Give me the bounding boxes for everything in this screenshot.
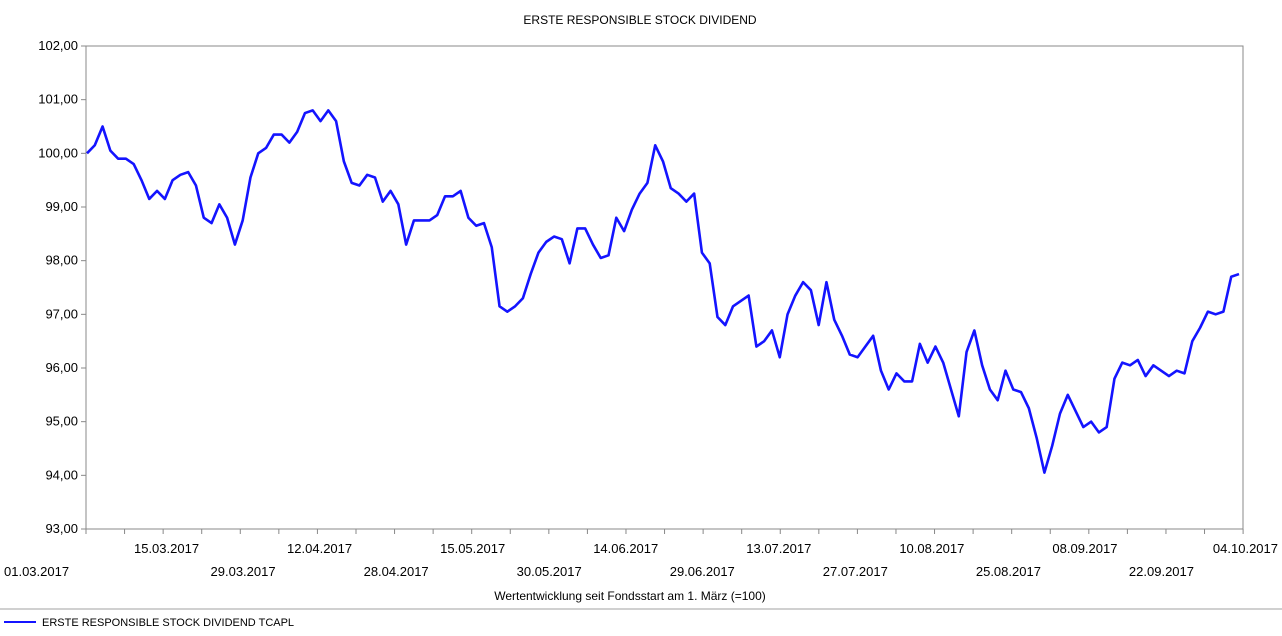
- y-axis: 93,00 94,00 95,00 96,00 97,00 98,00 99,00 100,0…: [38, 38, 86, 536]
- y-tick-label: 100,00: [38, 145, 78, 160]
- x-tick-label: 30.05.2017: [517, 564, 582, 579]
- x-tick-label: 08.09.2017: [1052, 541, 1117, 556]
- legend-label: ERSTE RESPONSIBLE STOCK DIVIDEND TCAPL: [42, 617, 294, 629]
- x-tick-label: 29.03.2017: [211, 564, 276, 579]
- plot-frame: [85, 45, 1244, 530]
- x-tick-label: 01.03.2017: [4, 564, 69, 579]
- chart-title: ERSTE RESPONSIBLE STOCK DIVIDEND: [523, 13, 757, 27]
- y-tick-label: 94,00: [45, 467, 78, 482]
- y-tick-label: 93,00: [45, 521, 78, 536]
- x-axis-label: Wertentwicklung seit Fondsstart am 1. Mä…: [494, 589, 766, 603]
- legend: ERSTE RESPONSIBLE STOCK DIVIDEND TCAPL: [4, 617, 294, 629]
- y-tick-label: 102,00: [38, 38, 78, 53]
- x-tick-label: 25.08.2017: [976, 564, 1041, 579]
- x-tick-label: 14.06.2017: [593, 541, 658, 556]
- y-tick-label: 97,00: [45, 306, 78, 321]
- x-tick-label: 10.08.2017: [899, 541, 964, 556]
- x-tick-label: 27.07.2017: [823, 564, 888, 579]
- x-tick-label: 29.06.2017: [670, 564, 735, 579]
- x-tick-label: 15.03.2017: [134, 541, 199, 556]
- x-axis: 01.03.2017 15.03.2017 29.03.2017 12.04.2017…: [4, 529, 1278, 579]
- y-tick-label: 98,00: [45, 253, 78, 268]
- y-tick-label: 99,00: [45, 199, 78, 214]
- series-layer: [86, 109, 1240, 474]
- y-tick-label: 101,00: [38, 92, 78, 107]
- x-tick-label: 28.04.2017: [364, 564, 429, 579]
- y-tick-label: 95,00: [45, 414, 78, 429]
- series-line: [86, 109, 1240, 474]
- x-tick-label: 04.10.2017: [1213, 541, 1278, 556]
- x-tick-label: 13.07.2017: [746, 541, 811, 556]
- x-tick-label: 22.09.2017: [1129, 564, 1194, 579]
- x-tick-label: 12.04.2017: [287, 541, 352, 556]
- y-tick-label: 96,00: [45, 360, 78, 375]
- x-tick-label: 15.05.2017: [440, 541, 505, 556]
